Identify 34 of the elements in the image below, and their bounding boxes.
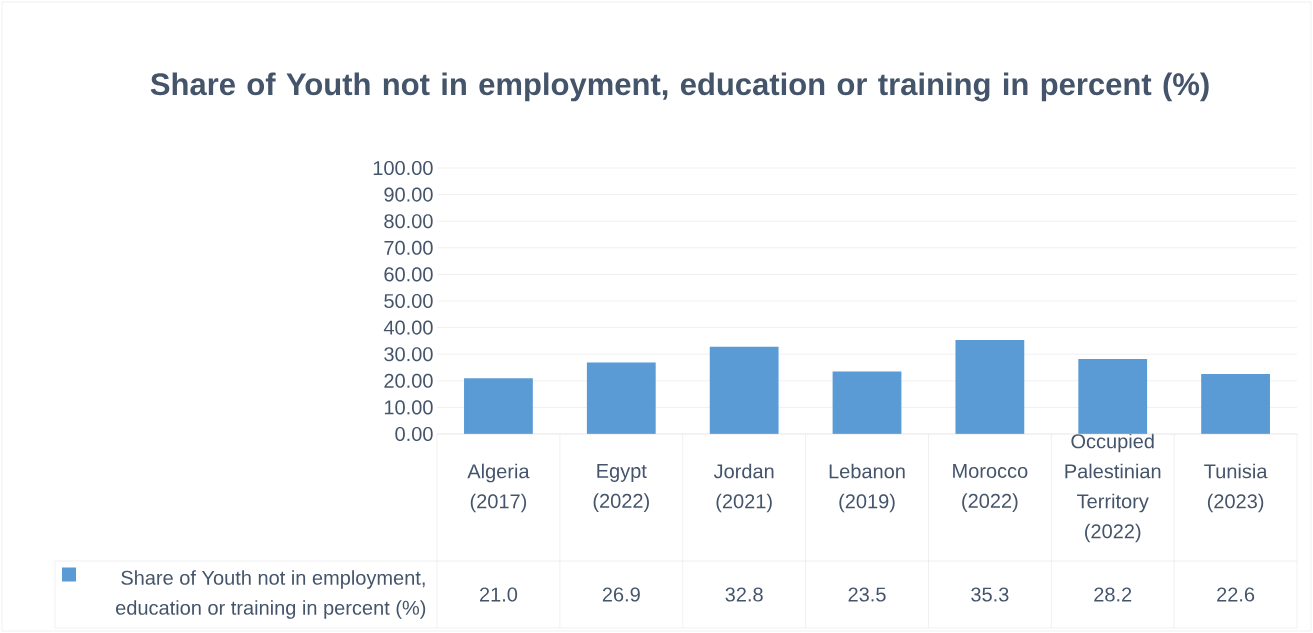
y-tick-label: 40.00 (383, 320, 433, 335)
x-tick-label: Egypt (2022) (593, 464, 649, 512)
bar (1201, 373, 1270, 434)
y-tick-label: 100.00 (373, 160, 433, 176)
data-label: 26.9 (602, 587, 640, 602)
y-tick-label: 10.00 (384, 400, 433, 415)
y-tick-label: 50.00 (384, 293, 433, 309)
x-tick-label: Algeria (2017) (467, 463, 530, 513)
data-label: 28.2 (1094, 587, 1132, 602)
x-tick-label: Lebanon (2019) (829, 463, 905, 513)
bar (586, 362, 656, 434)
data-label: 22.6 (1217, 587, 1255, 602)
y-tick-label: 20.00 (384, 373, 433, 388)
x-tick-label: Morocco (2022) (953, 464, 1028, 512)
bar (464, 378, 533, 434)
y-tick-label: 90.00 (384, 187, 433, 202)
bar (1078, 358, 1148, 434)
legend-label: Share of Youth not in employment, education or training in percent (%) (116, 570, 426, 619)
data-label: 23.5 (848, 587, 886, 602)
y-tick-label: 60.00 (384, 267, 433, 282)
y-tick-label: 70.00 (384, 240, 433, 255)
data-label: 21.0 (479, 587, 518, 602)
y-tick-label: 0.00 (395, 426, 433, 442)
y-tick-label: 30.00 (384, 347, 433, 362)
bar (709, 346, 779, 434)
x-tick-label: Tunisia (2023) (1204, 463, 1268, 513)
x-tick-label: Occupied Palestinian Territory (2022) (1065, 433, 1161, 543)
data-label: 35.3 (971, 587, 1009, 602)
bar (955, 340, 1025, 434)
bar (832, 371, 902, 434)
chart-title: Share of Youth not in employment, education or training in percent (%) (150, 72, 1209, 102)
data-label: 32.8 (725, 587, 763, 602)
y-tick-label: 80.00 (384, 214, 433, 229)
x-tick-label: Jordan (2021) (713, 463, 774, 513)
